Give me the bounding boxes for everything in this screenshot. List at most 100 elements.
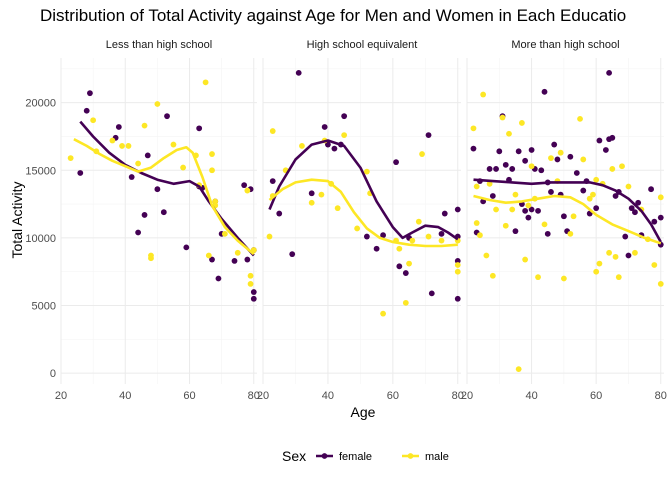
data-point-female bbox=[548, 189, 554, 195]
data-point-male bbox=[657, 194, 664, 201]
data-point-female bbox=[625, 252, 632, 259]
data-point-male bbox=[473, 220, 480, 226]
x-axis-title: Age bbox=[351, 404, 376, 420]
data-point-male bbox=[247, 281, 254, 287]
data-point-female bbox=[509, 166, 516, 172]
data-point-female bbox=[522, 207, 529, 214]
data-point-male bbox=[318, 191, 325, 198]
data-point-male bbox=[180, 164, 186, 171]
smooth-line-female bbox=[268, 139, 459, 241]
data-point-male bbox=[119, 143, 125, 149]
data-point-male bbox=[202, 79, 209, 86]
data-point-female bbox=[489, 193, 496, 199]
data-point-male bbox=[657, 281, 664, 287]
data-point-female bbox=[341, 113, 348, 120]
data-point-male bbox=[234, 249, 241, 256]
data-point-male bbox=[402, 299, 409, 306]
data-point-female bbox=[87, 90, 93, 97]
data-point-female bbox=[231, 258, 238, 264]
data-point-male bbox=[406, 260, 412, 267]
data-point-male bbox=[567, 230, 574, 237]
data-point-female bbox=[135, 229, 142, 236]
data-point-female bbox=[602, 147, 609, 153]
facet-panel: Less than high school 20 40 60 80 bbox=[55, 39, 260, 402]
data-point-female bbox=[515, 148, 522, 155]
data-point-female bbox=[289, 251, 296, 258]
data-point-male bbox=[419, 151, 425, 157]
data-point-male bbox=[415, 218, 422, 225]
data-point-female bbox=[632, 209, 638, 216]
data-point-female bbox=[551, 141, 558, 148]
data-point-female bbox=[215, 275, 222, 282]
data-point-male bbox=[212, 198, 219, 205]
data-point-male bbox=[90, 117, 97, 124]
data-point-male bbox=[154, 101, 161, 107]
x-tick-label: 80 bbox=[452, 390, 464, 402]
x-tick-label: 60 bbox=[183, 390, 195, 402]
y-tick-label: 5000 bbox=[32, 301, 56, 313]
data-point-male bbox=[509, 206, 516, 213]
facet-panel: More than high school 20 40 60 80 bbox=[461, 39, 667, 402]
data-point-female bbox=[83, 107, 90, 114]
data-point-male bbox=[615, 274, 622, 281]
data-point-female bbox=[502, 161, 509, 168]
y-tick-label: 15000 bbox=[25, 165, 56, 177]
data-point-female bbox=[573, 170, 580, 176]
data-point-male bbox=[590, 191, 596, 198]
data-point-male bbox=[560, 275, 567, 282]
data-point-female bbox=[567, 153, 574, 160]
data-point-female bbox=[635, 199, 642, 206]
data-point-female bbox=[612, 193, 619, 199]
data-point-female bbox=[241, 182, 248, 189]
facet-strip-label: More than high school bbox=[511, 39, 619, 51]
data-point-male bbox=[519, 120, 525, 126]
x-tick-label: 20 bbox=[257, 390, 269, 402]
legend: Sex female male bbox=[282, 448, 449, 464]
data-point-female bbox=[244, 256, 251, 263]
data-point-female bbox=[522, 157, 529, 164]
data-point-female bbox=[622, 233, 629, 240]
data-point-male bbox=[570, 213, 577, 220]
data-point-female bbox=[77, 170, 84, 176]
data-point-female bbox=[454, 206, 461, 213]
data-point-female bbox=[593, 205, 600, 212]
data-point-male bbox=[141, 122, 148, 129]
data-point-female bbox=[269, 178, 276, 184]
data-point-male bbox=[308, 199, 315, 206]
data-point-female bbox=[164, 113, 170, 120]
data-point-male bbox=[548, 155, 554, 161]
data-point-male bbox=[354, 225, 361, 232]
data-point-male bbox=[625, 183, 632, 190]
data-point-female bbox=[428, 290, 435, 297]
data-point-male bbox=[586, 195, 593, 202]
data-point-male bbox=[522, 256, 529, 263]
data-point-female bbox=[628, 205, 635, 212]
data-point-female bbox=[525, 214, 532, 221]
data-point-female bbox=[528, 206, 535, 213]
data-point-female bbox=[528, 147, 535, 153]
data-point-female bbox=[128, 174, 135, 180]
data-point-female bbox=[657, 214, 664, 221]
data-point-male bbox=[221, 230, 228, 237]
data-point-male bbox=[506, 130, 512, 137]
data-point-male bbox=[535, 274, 541, 281]
data-point-female bbox=[209, 256, 215, 263]
data-point-female bbox=[648, 186, 654, 193]
data-point-male bbox=[596, 260, 603, 267]
data-point-male bbox=[454, 262, 461, 268]
y-axis-title: Total Activity bbox=[9, 181, 25, 258]
data-point-female bbox=[160, 209, 167, 216]
data-point-male bbox=[651, 262, 658, 268]
legend-title: Sex bbox=[282, 448, 306, 464]
smooth-line-male bbox=[73, 138, 255, 256]
data-point-female bbox=[250, 295, 257, 302]
y-axis-ticks: 0 5000 10000 15000 20000 bbox=[25, 98, 56, 381]
data-point-male bbox=[470, 125, 477, 132]
data-point-female bbox=[606, 69, 612, 76]
data-point-male bbox=[480, 91, 487, 98]
data-point-female bbox=[115, 124, 122, 130]
x-tick-label: 40 bbox=[119, 390, 131, 402]
y-tick-label: 10000 bbox=[25, 233, 56, 245]
